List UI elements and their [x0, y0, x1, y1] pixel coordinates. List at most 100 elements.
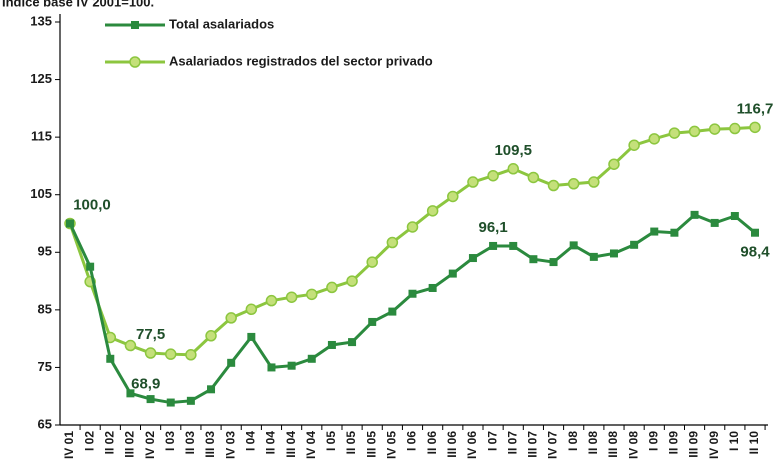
marker: [630, 240, 639, 249]
x-tick-label: IV 02: [143, 431, 157, 459]
marker: [567, 178, 580, 190]
marker: [628, 139, 640, 151]
marker: [509, 241, 518, 250]
data-label: 100,0: [73, 196, 111, 213]
x-tick-label: II 03: [183, 431, 197, 455]
marker: [487, 169, 499, 182]
x-tick-label: I 02: [82, 431, 96, 451]
marker: [386, 236, 399, 249]
marker: [650, 227, 659, 236]
marker: [327, 340, 336, 349]
marker: [348, 338, 357, 347]
marker: [670, 228, 679, 237]
marker: [547, 179, 560, 192]
marker: [186, 396, 195, 405]
marker: [569, 241, 578, 250]
x-tick-label: III 06: [445, 431, 459, 458]
marker: [527, 171, 540, 184]
x-tick-label: II 08: [586, 431, 600, 455]
marker: [447, 190, 459, 203]
x-tick-label: I 04: [243, 431, 257, 451]
marker: [507, 163, 519, 175]
marker: [730, 212, 739, 221]
marker: [205, 330, 217, 342]
x-tick-label: IV 05: [385, 431, 399, 459]
marker: [287, 361, 296, 370]
marker: [588, 176, 600, 188]
x-tick-label: II 09: [667, 431, 681, 455]
series: [64, 121, 761, 361]
marker: [608, 158, 620, 170]
x-tick-label: II 05: [344, 431, 358, 455]
marker: [185, 349, 197, 361]
marker: [207, 385, 216, 394]
marker: [467, 176, 479, 188]
marker: [589, 252, 598, 261]
marker: [144, 347, 157, 359]
marker: [166, 398, 175, 407]
marker: [489, 241, 498, 250]
x-tick-label: III 03: [203, 431, 217, 458]
marker: [247, 332, 256, 341]
marker: [267, 363, 276, 372]
marker: [346, 275, 358, 287]
x-tick-label: IV 04: [304, 431, 318, 459]
marker: [529, 255, 538, 264]
marker: [245, 303, 258, 316]
data-label: 77,5: [136, 326, 165, 343]
x-tick-label: IV 01: [62, 431, 76, 459]
marker: [164, 348, 177, 360]
marker: [708, 123, 721, 135]
x-tick-label: II 10: [747, 431, 761, 455]
marker: [710, 218, 719, 227]
x-tick-label: IV 06: [465, 431, 479, 459]
marker: [306, 288, 318, 301]
y-tick-label: 65: [38, 416, 52, 431]
marker: [368, 317, 377, 326]
x-tick-label: II 02: [102, 431, 116, 455]
legend-label: Asalariados registrados del sector priva…: [169, 53, 433, 68]
y-tick-label: 125: [30, 71, 52, 86]
x-tick-label: II 06: [425, 431, 439, 455]
marker: [751, 228, 759, 237]
x-tick-label: I 05: [324, 431, 338, 451]
marker: [86, 262, 95, 271]
marker: [428, 283, 437, 292]
marker: [448, 269, 457, 278]
marker: [366, 256, 378, 268]
series: [66, 210, 759, 407]
x-tick-label: III 04: [284, 431, 298, 458]
marker: [648, 133, 661, 145]
y-tick-label: 105: [30, 186, 52, 201]
data-label: 116,7: [737, 100, 774, 117]
x-tick-label: I 10: [727, 431, 741, 451]
marker: [406, 221, 419, 233]
x-tick-label: I 03: [163, 431, 177, 451]
series-line: [68, 125, 756, 357]
y-tick-label: 95: [38, 244, 52, 259]
y-tick-label: 75: [38, 359, 52, 374]
x-tick-label: I 09: [646, 431, 660, 451]
marker: [131, 21, 139, 29]
x-tick-label: II 04: [264, 431, 278, 455]
data-label: 98,4: [740, 244, 770, 261]
x-tick-label: I 08: [566, 431, 580, 451]
legend-label: Total asalariados: [169, 16, 274, 31]
x-tick-label: III 08: [606, 431, 620, 458]
marker: [66, 219, 74, 228]
marker: [426, 205, 439, 217]
x-tick-label: II 07: [505, 431, 519, 455]
x-tick-label: IV 08: [626, 431, 640, 459]
x-tick-label: III 02: [123, 431, 137, 458]
marker: [749, 121, 761, 134]
marker: [227, 358, 236, 367]
marker: [668, 127, 681, 139]
x-tick-label: IV 03: [223, 431, 237, 459]
marker: [326, 281, 338, 294]
marker: [307, 354, 316, 363]
x-tick-label: I 07: [485, 431, 499, 451]
marker: [129, 56, 141, 68]
marker: [690, 210, 699, 219]
x-tick-label: III 07: [526, 431, 540, 458]
